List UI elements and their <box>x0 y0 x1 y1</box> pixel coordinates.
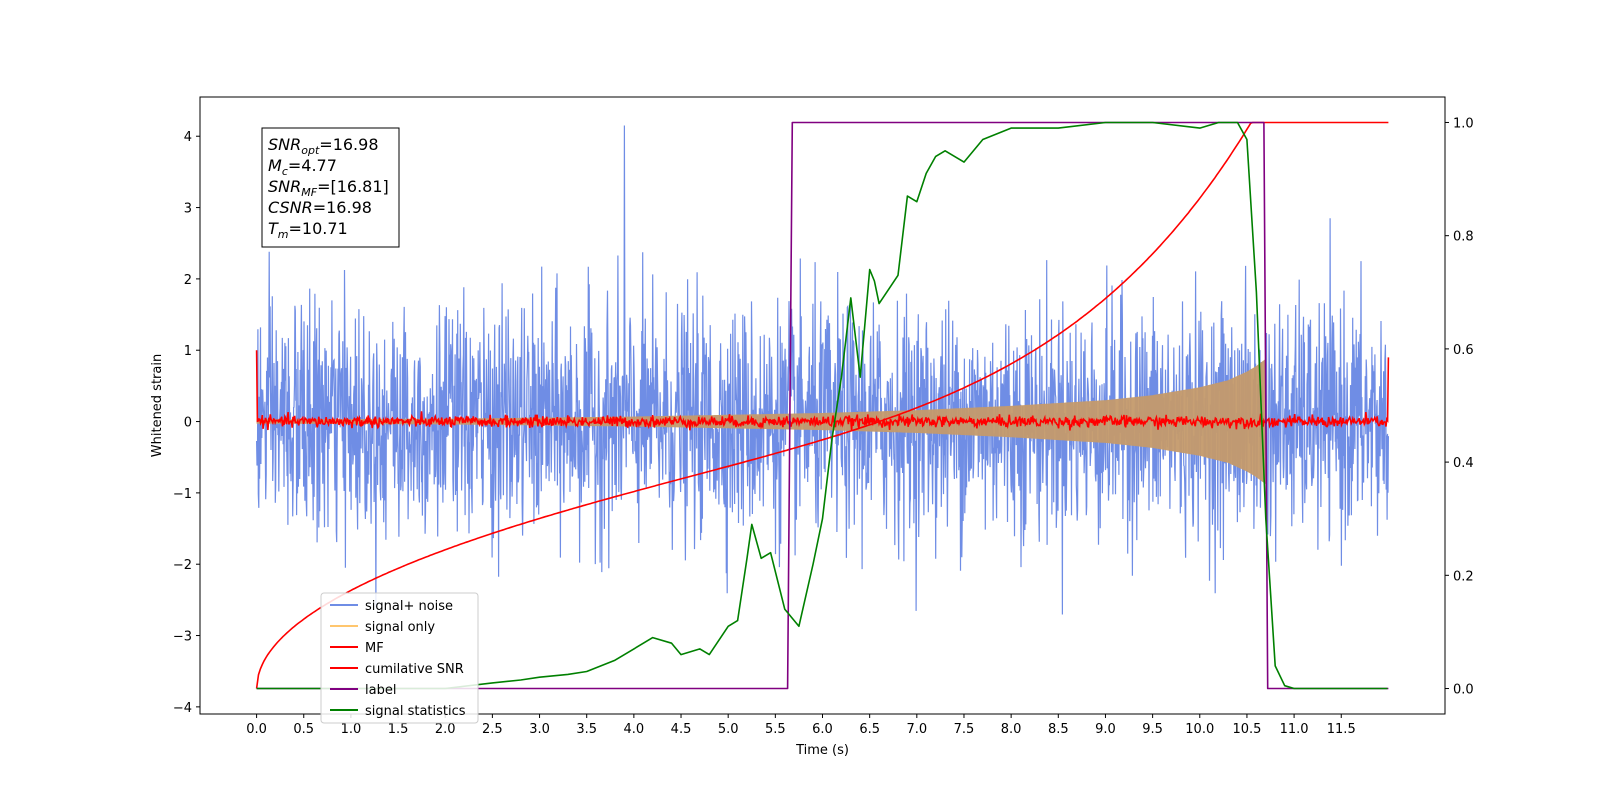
x-tick-label: 3.0 <box>529 722 550 737</box>
x-tick-label: 1.0 <box>341 722 362 737</box>
x-tick-label: 10.5 <box>1232 722 1261 737</box>
y-left-tick-label: −2 <box>173 558 192 573</box>
y-right-tick-label: 0.0 <box>1453 683 1474 698</box>
x-tick-label: 6.5 <box>859 722 880 737</box>
legend-label: MF <box>365 641 384 656</box>
legend-label: cumilative SNR <box>365 662 464 677</box>
series-signal-noise <box>256 125 1389 615</box>
legend-frame <box>320 592 479 724</box>
x-tick-label: 5.5 <box>765 722 786 737</box>
x-tick-label: 9.5 <box>1142 722 1163 737</box>
x-axis: 0.0 0.5 1.0 1.5 2.0 2.5 3.0 3.5 4.0 4.5 5.0 5.5 6.0 6… <box>246 714 1356 737</box>
y-axis-left: 4 3 2 1 0 −1 −2 −3 −4 <box>173 130 200 716</box>
y-left-tick-label: 2 <box>184 273 192 288</box>
legend-label: label <box>365 683 396 698</box>
legend: signal+ noise signal only MF cumilative SNR… <box>320 592 479 724</box>
x-tick-label: 6.0 <box>812 722 833 737</box>
series-mf <box>255 350 1390 431</box>
y-right-tick-label: 1.0 <box>1453 116 1474 131</box>
y-right-tick-label: 0.8 <box>1453 230 1474 245</box>
x-tick-label: 0.5 <box>293 722 314 737</box>
x-tick-label: 11.0 <box>1280 722 1309 737</box>
legend-label: signal+ noise <box>365 599 453 614</box>
y-right-tick-label: 0.4 <box>1453 456 1474 471</box>
x-tick-label: 11.5 <box>1327 722 1356 737</box>
y-axis-right: 1.0 0.8 0.6 0.4 0.2 0.0 <box>1445 116 1474 698</box>
y-left-tick-label: 4 <box>184 130 192 145</box>
x-tick-label: 5.0 <box>718 722 739 737</box>
x-tick-label: 8.0 <box>1001 722 1022 737</box>
y-left-tick-label: 3 <box>184 202 192 217</box>
x-tick-label: 3.5 <box>576 722 597 737</box>
y-axis-label: Whitened strain <box>150 354 165 457</box>
y-left-tick-label: 0 <box>184 416 192 431</box>
info-line: SNRopt=16.98 <box>268 135 379 157</box>
x-tick-label: 8.5 <box>1048 722 1069 737</box>
x-tick-label: 1.5 <box>388 722 409 737</box>
info-line: Tm=10.71 <box>268 219 348 241</box>
series-cumulative-snr <box>255 121 1389 689</box>
x-tick-label: 10.0 <box>1185 722 1214 737</box>
info-line: CSNR=16.98 <box>268 198 372 217</box>
x-tick-label: 7.5 <box>954 722 975 737</box>
plot-area <box>255 121 1390 690</box>
x-tick-label: 4.0 <box>624 722 645 737</box>
y-right-tick-label: 0.6 <box>1453 343 1474 358</box>
x-tick-label: 9.0 <box>1095 722 1116 737</box>
y-left-tick-label: −1 <box>173 487 192 502</box>
info-box-frame <box>261 127 400 248</box>
legend-label: signal only <box>365 620 435 635</box>
y-left-tick-label: −3 <box>173 630 192 645</box>
x-tick-label: 4.5 <box>671 722 692 737</box>
info-box: SNRopt=16.98Mc=4.77SNRMF=[16.81]CSNR=16.… <box>261 127 400 248</box>
x-tick-label: 2.0 <box>435 722 456 737</box>
x-tick-label: 0.0 <box>246 722 267 737</box>
series-signal-statistics <box>256 121 1388 690</box>
y-left-tick-label: −4 <box>173 701 192 716</box>
series-signal-only <box>256 358 1266 485</box>
info-line: Mc=4.77 <box>268 156 337 178</box>
y-right-tick-label: 0.2 <box>1453 569 1474 584</box>
x-tick-label: 7.0 <box>906 722 927 737</box>
series-label <box>256 121 1389 690</box>
x-tick-label: 2.5 <box>482 722 503 737</box>
legend-label: signal statistics <box>365 704 466 719</box>
x-axis-label: Time (s) <box>795 743 849 758</box>
info-line: SNRMF=[16.81] <box>268 177 389 199</box>
y-left-tick-label: 1 <box>184 344 192 359</box>
